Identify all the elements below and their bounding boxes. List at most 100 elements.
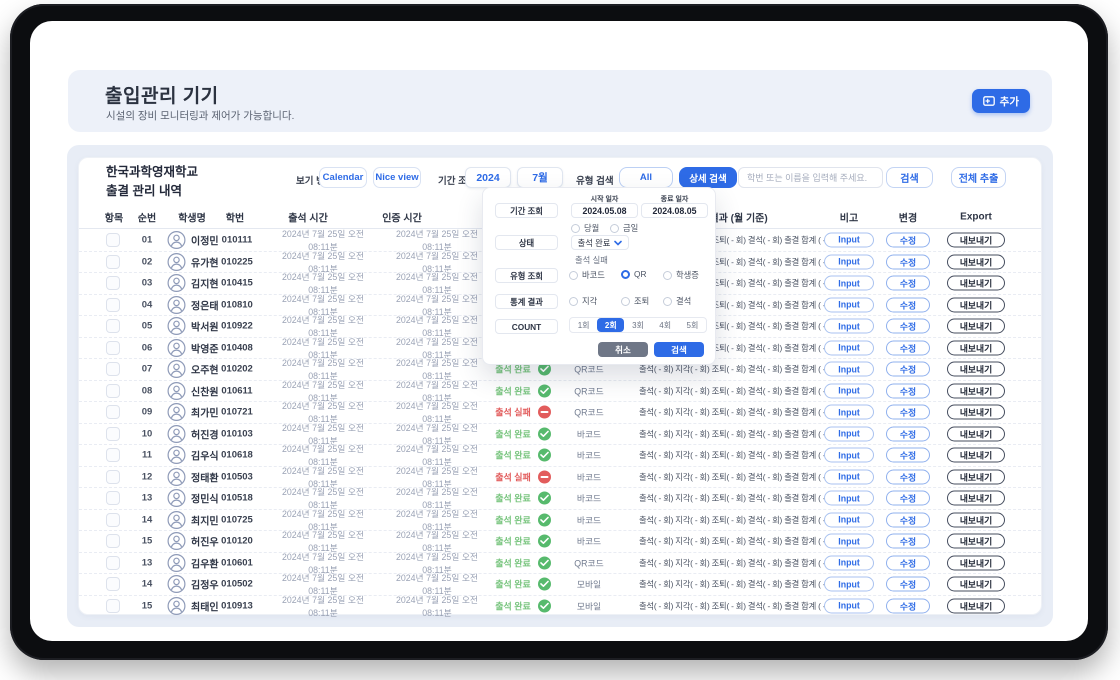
input-button[interactable]: Input (824, 383, 874, 399)
edit-button[interactable]: 수정 (886, 447, 930, 463)
row-export-button[interactable]: 내보내기 (947, 469, 1005, 485)
edit-button[interactable]: 수정 (886, 598, 930, 614)
radio-late[interactable]: 지각 (569, 295, 597, 307)
count-2[interactable]: 2회 (597, 318, 625, 332)
row-checkbox[interactable] (106, 512, 120, 527)
input-button[interactable]: Input (824, 490, 874, 506)
input-button[interactable]: Input (824, 447, 874, 463)
radio-early-leave[interactable]: 조퇴 (621, 295, 649, 307)
input-button[interactable]: Input (824, 598, 874, 614)
edit-button[interactable]: 수정 (886, 254, 930, 270)
input-button[interactable]: Input (824, 275, 874, 291)
edit-button[interactable]: 수정 (886, 361, 930, 377)
row-checkbox[interactable] (106, 340, 120, 355)
row-checkbox[interactable] (106, 362, 120, 377)
row-checkbox[interactable] (106, 448, 120, 463)
count-4[interactable]: 4회 (659, 320, 672, 330)
edit-button[interactable]: 수정 (886, 576, 930, 592)
row-export-button[interactable]: 내보내기 (947, 512, 1005, 528)
input-button[interactable]: Input (824, 297, 874, 313)
row-checkbox[interactable] (106, 555, 120, 570)
edit-button[interactable]: 수정 (886, 533, 930, 549)
search-input[interactable] (738, 167, 883, 188)
radio-barcode[interactable]: 바코드 (569, 269, 605, 281)
row-checkbox[interactable] (106, 426, 120, 441)
edit-button[interactable]: 수정 (886, 340, 930, 356)
edit-button[interactable]: 수정 (886, 275, 930, 291)
edit-button[interactable]: 수정 (886, 383, 930, 399)
row-export-button[interactable]: 내보내기 (947, 275, 1005, 291)
row-checkbox[interactable] (106, 297, 120, 312)
input-button[interactable]: Input (824, 533, 874, 549)
year-select[interactable]: 2024 (465, 167, 511, 188)
input-button[interactable]: Input (824, 232, 874, 248)
edit-button[interactable]: 수정 (886, 426, 930, 442)
count-3[interactable]: 3회 (632, 320, 644, 330)
row-checkbox[interactable] (106, 276, 120, 291)
input-button[interactable]: Input (824, 318, 874, 334)
radio-qr[interactable]: QR (621, 269, 646, 279)
input-button[interactable]: Input (824, 404, 874, 420)
input-button[interactable]: Input (824, 576, 874, 592)
all-filter-button[interactable]: All (619, 167, 673, 188)
edit-button[interactable]: 수정 (886, 469, 930, 485)
status-option-fail[interactable]: 출석 실패 (575, 255, 608, 265)
edit-button[interactable]: 수정 (886, 512, 930, 528)
month-select[interactable]: 7월 (517, 167, 563, 188)
row-export-button[interactable]: 내보내기 (947, 318, 1005, 334)
add-button[interactable]: 추가 (971, 89, 1030, 113)
radio-absent[interactable]: 결석 (663, 295, 691, 307)
input-button[interactable]: Input (824, 426, 874, 442)
row-checkbox[interactable] (106, 469, 120, 484)
input-button[interactable]: Input (824, 361, 874, 377)
end-date-input[interactable] (641, 203, 708, 218)
row-export-button[interactable]: 내보내기 (947, 297, 1005, 313)
radio-current-month[interactable]: 당월 (571, 222, 599, 234)
input-button[interactable]: Input (824, 469, 874, 485)
search-button[interactable]: 검색 (886, 167, 933, 188)
count-5[interactable]: 5회 (686, 320, 699, 330)
row-export-button[interactable]: 내보내기 (947, 254, 1005, 270)
row-export-button[interactable]: 내보내기 (947, 447, 1005, 463)
row-export-button[interactable]: 내보내기 (947, 361, 1005, 377)
popup-cancel-button[interactable]: 취소 (598, 342, 648, 357)
calendar-view-button[interactable]: Calendar (319, 167, 367, 188)
status-dropdown[interactable]: 출석 완료 (571, 235, 629, 250)
row-checkbox[interactable] (106, 577, 120, 592)
input-button[interactable]: Input (824, 340, 874, 356)
count-1[interactable]: 1회 (577, 320, 590, 330)
export-all-button[interactable]: 전체 추출 (951, 167, 1006, 188)
start-date-input[interactable] (571, 203, 638, 218)
row-export-button[interactable]: 내보내기 (947, 598, 1005, 614)
detail-search-button[interactable]: 상세 검색 (679, 167, 737, 188)
input-button[interactable]: Input (824, 512, 874, 528)
radio-studentcard[interactable]: 학생증 (663, 269, 699, 281)
edit-button[interactable]: 수정 (886, 404, 930, 420)
edit-button[interactable]: 수정 (886, 490, 930, 506)
edit-button[interactable]: 수정 (886, 555, 930, 571)
input-button[interactable]: Input (824, 555, 874, 571)
row-export-button[interactable]: 내보내기 (947, 490, 1005, 506)
row-export-button[interactable]: 내보내기 (947, 555, 1005, 571)
row-export-button[interactable]: 내보내기 (947, 576, 1005, 592)
row-export-button[interactable]: 내보내기 (947, 404, 1005, 420)
row-export-button[interactable]: 내보내기 (947, 426, 1005, 442)
row-checkbox[interactable] (106, 491, 120, 506)
row-checkbox[interactable] (106, 534, 120, 549)
edit-button[interactable]: 수정 (886, 297, 930, 313)
edit-button[interactable]: 수정 (886, 318, 930, 334)
row-checkbox[interactable] (106, 405, 120, 420)
row-checkbox[interactable] (106, 598, 120, 613)
row-export-button[interactable]: 내보내기 (947, 340, 1005, 356)
radio-today[interactable]: 금일 (610, 222, 638, 234)
row-checkbox[interactable] (106, 319, 120, 334)
popup-search-button[interactable]: 검색 (654, 342, 704, 357)
row-checkbox[interactable] (106, 254, 120, 269)
row-export-button[interactable]: 내보내기 (947, 533, 1005, 549)
edit-button[interactable]: 수정 (886, 232, 930, 248)
row-export-button[interactable]: 내보내기 (947, 232, 1005, 248)
row-export-button[interactable]: 내보내기 (947, 383, 1005, 399)
input-button[interactable]: Input (824, 254, 874, 270)
row-checkbox[interactable] (106, 232, 120, 247)
row-checkbox[interactable] (106, 383, 120, 398)
